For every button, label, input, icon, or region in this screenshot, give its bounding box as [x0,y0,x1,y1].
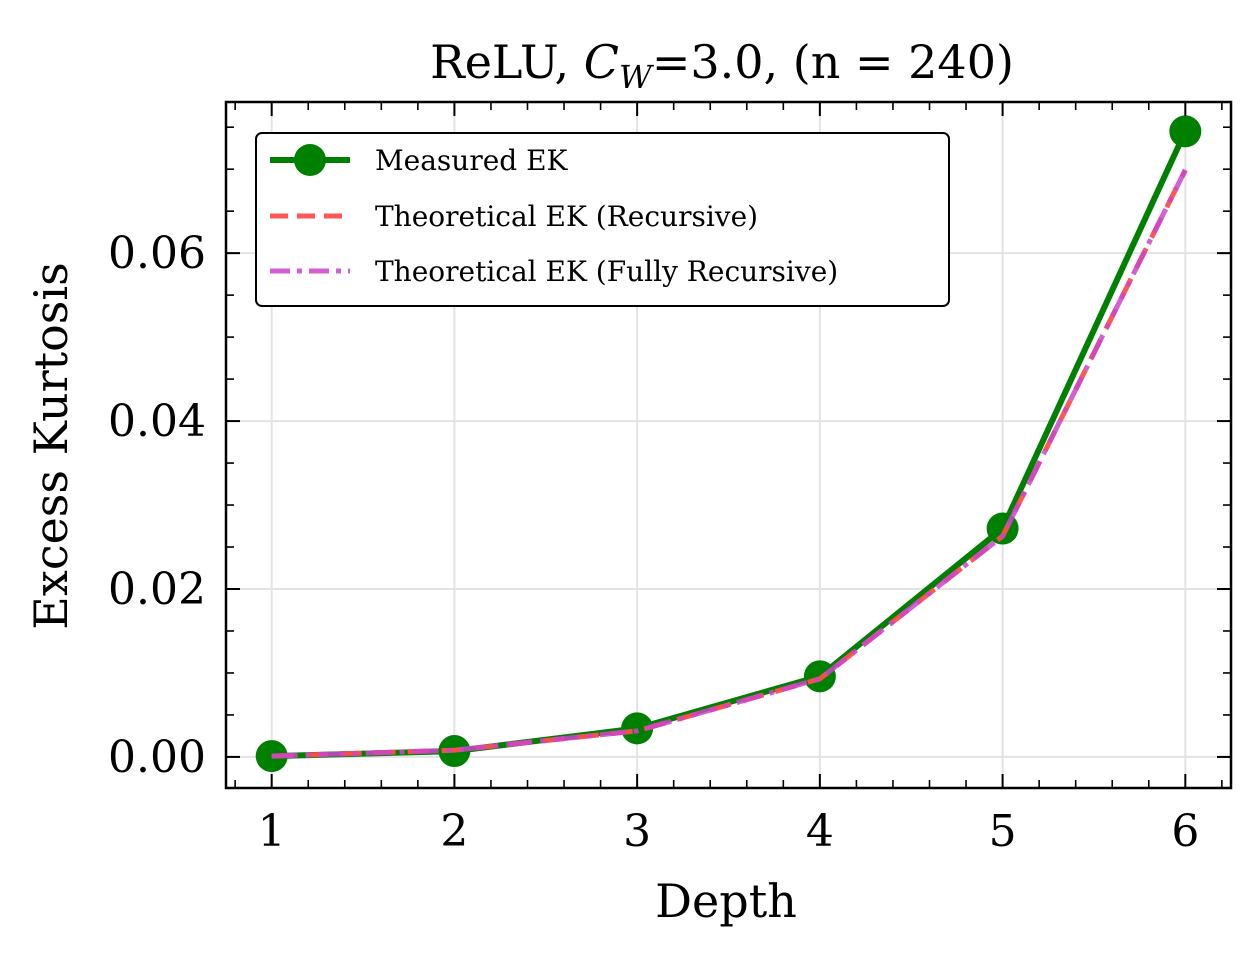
x-tick-label: 1 [258,806,286,857]
chart-title: ReLU, CW=3.0, (n = 240) [430,35,1014,96]
y-tick-label: 0.00 [108,732,206,783]
x-tick-label: 2 [440,806,468,857]
chart-title-suffix: =3.0, (n = 240) [652,35,1014,89]
chart-title-prefix: ReLU, [430,35,584,89]
x-tick-label: 6 [1171,806,1199,857]
plot-frame [224,100,1233,790]
x-axis-label: Depth [655,874,797,928]
y-axis-label: Excess Kurtosis [24,262,78,629]
tick-labels: 1 2 3 4 5 6 0.00 0.02 0.04 0.06 [108,228,1199,857]
series-1-point [255,740,288,773]
y-tick-label: 0.02 [108,564,206,615]
x-tick-label: 3 [623,806,651,857]
series-line-3 [271,168,1188,759]
legend-box [255,132,950,307]
series-layer [255,115,1202,773]
series-1-point [1169,115,1202,148]
y-tick-label: 0.04 [108,396,206,447]
legend-marker [294,144,326,176]
chart-title-sub: W [619,58,655,96]
ticks [226,102,1231,788]
x-tick-label: 4 [806,806,834,857]
legend-label-2: Theoretical EK (Recursive) [375,200,758,233]
y-tick-label: 0.06 [108,228,206,279]
x-tick-label: 5 [989,806,1017,857]
legend-label-1: Measured EK [375,144,569,177]
legend-label-3: Theoretical EK (Fully Recursive) [375,255,838,288]
chart-title-var: C [584,35,619,89]
legend: Measured EK Theoretical EK (Recursive) The… [255,132,950,307]
